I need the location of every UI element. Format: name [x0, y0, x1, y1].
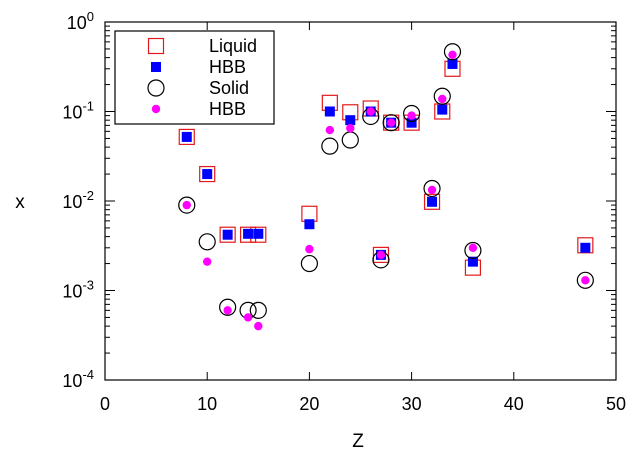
data-point	[178, 128, 195, 146]
data-point	[376, 250, 386, 260]
data-point	[372, 246, 390, 263]
x-tick-label: 0	[100, 394, 110, 414]
data-point	[321, 137, 339, 155]
data-point	[219, 298, 237, 316]
y-tick-label: 10-2	[62, 188, 94, 212]
y-tick-label: 10-3	[62, 278, 94, 302]
data-point	[386, 118, 396, 127]
data-point	[203, 257, 212, 266]
data-point	[423, 179, 441, 198]
y-tick-label: 10-4	[62, 367, 94, 391]
data-point	[447, 58, 458, 69]
x-tick-label: 40	[504, 394, 524, 414]
data-point	[223, 306, 232, 315]
y-tick-label: 100	[67, 9, 94, 33]
data-point	[341, 131, 359, 149]
legend-label: HBB	[209, 57, 246, 77]
series-3	[178, 43, 594, 319]
data-point	[581, 276, 590, 285]
data-point	[366, 107, 375, 116]
data-point	[182, 200, 191, 210]
series-4	[182, 50, 590, 331]
data-point	[423, 193, 441, 210]
data-point	[219, 226, 236, 243]
data-point	[407, 111, 416, 120]
legend-label: HBB	[209, 99, 246, 119]
data-point	[382, 114, 400, 132]
data-point	[202, 169, 213, 180]
data-point	[243, 313, 253, 322]
chart-axes: 0 10 20 30 40 50 10-4 10-3 10-2 10-1 100	[62, 9, 626, 414]
data-point	[406, 117, 417, 128]
x-tick-label: 20	[299, 394, 319, 414]
x-tick-label: 10	[197, 394, 217, 414]
data-point	[199, 165, 216, 183]
data-point	[448, 50, 457, 60]
data-point	[580, 242, 591, 253]
data-point	[403, 104, 421, 123]
x-tick-label: 50	[606, 394, 626, 414]
chart-marks	[178, 43, 594, 331]
data-point	[433, 87, 451, 105]
data-point	[427, 185, 437, 195]
x-tick-label: 30	[402, 394, 422, 414]
data-point	[243, 228, 254, 239]
data-point	[304, 219, 315, 230]
data-point	[467, 256, 478, 267]
data-point	[301, 205, 318, 222]
data-point	[443, 43, 462, 61]
y-axis-label: x	[15, 192, 25, 213]
data-point	[464, 241, 482, 260]
data-point	[325, 125, 335, 135]
data-point	[181, 131, 192, 142]
data-point	[249, 301, 267, 319]
legend-marker	[151, 104, 161, 114]
data-point	[437, 104, 448, 115]
data-point	[324, 106, 335, 117]
y-tick-label: 10-1	[62, 99, 94, 123]
legend-label: Solid	[209, 78, 249, 98]
legend-marker	[147, 37, 165, 55]
data-point	[222, 229, 233, 240]
data-point	[468, 243, 478, 252]
data-point	[198, 233, 216, 251]
legend-box	[114, 30, 275, 125]
legend-marker	[151, 62, 161, 72]
data-point	[300, 254, 318, 273]
data-point	[345, 115, 356, 126]
data-point	[427, 196, 438, 207]
legend-marker	[147, 79, 165, 97]
data-point	[178, 196, 196, 214]
data-point	[253, 228, 264, 239]
x-axis-label: Z	[352, 431, 364, 450]
data-point	[305, 244, 314, 254]
legend-label: Liquid	[209, 36, 257, 56]
data-point	[346, 124, 355, 133]
data-point	[254, 321, 263, 331]
data-point	[576, 271, 594, 289]
data-point	[438, 94, 447, 104]
